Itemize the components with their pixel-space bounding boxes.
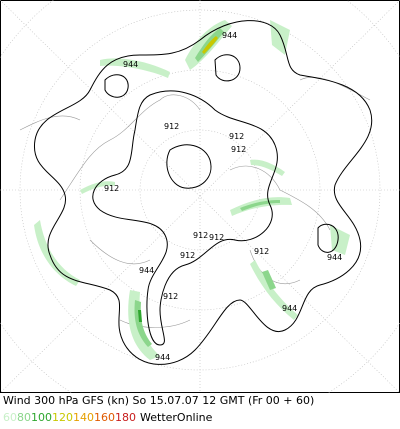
legend-item: 160 [94, 411, 115, 424]
contour-label: 912 [254, 247, 269, 256]
contour-label: 912 [163, 292, 178, 301]
contour-label: 912 [193, 231, 208, 240]
contour-label: 944 [123, 60, 138, 69]
contour-label: 944 [282, 304, 297, 313]
contour-label: 912 [164, 122, 179, 131]
contour-label: 944 [222, 31, 237, 40]
contour-label: 944 [139, 266, 154, 275]
contours [33, 20, 373, 365]
legend-item: 180 [115, 411, 136, 424]
contour-label: 912 [104, 184, 119, 193]
caption: Wind 300 hPa GFS (kn) So 15.07.07 12 GMT… [3, 394, 315, 407]
legend-item: 100 [31, 411, 52, 424]
contour-label: 944 [155, 353, 170, 362]
contour-label: 944 [327, 253, 342, 262]
legend-item: 80 [17, 411, 31, 424]
legend: 6080100120140160180 WetterOnline [3, 411, 212, 424]
legend-item: 60 [3, 411, 17, 424]
contour-label: 912 [209, 233, 224, 242]
brand: WetterOnline [140, 411, 213, 424]
map: 944 944 944 944 944 944 912 912 912 912 … [0, 0, 400, 393]
legend-item: 140 [73, 411, 94, 424]
legend-item: 120 [52, 411, 73, 424]
contour-label: 912 [231, 145, 246, 154]
contour-label: 912 [180, 251, 195, 260]
contour-label: 912 [229, 132, 244, 141]
